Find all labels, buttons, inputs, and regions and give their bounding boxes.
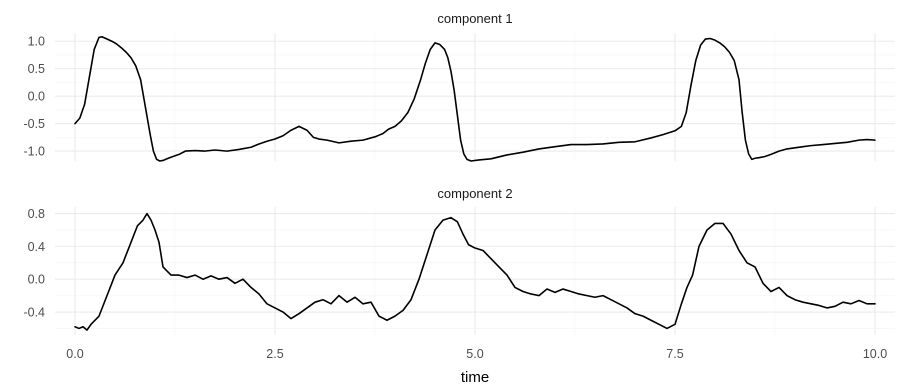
y-tick-label: -0.4: [23, 306, 45, 320]
grid: [55, 33, 895, 161]
x-tick-label: 5.0: [466, 347, 483, 361]
x-tick-label: 2.5: [266, 347, 283, 361]
x-axis: 0.0 2.5 5.0 7.5 10.0: [66, 347, 887, 361]
y-tick-label: 0.5: [28, 62, 45, 76]
y-tick-label: 0.0: [28, 90, 45, 104]
x-tick-label: 0.0: [66, 347, 83, 361]
grid: [55, 207, 895, 335]
series-line: [74, 36, 876, 162]
y-tick-label: 0.0: [28, 273, 45, 287]
y-tick-label: 0.4: [28, 240, 45, 254]
panel-title: component 2: [437, 186, 512, 201]
y-axis: -1.0 -0.5 0.0 0.5 1.0: [23, 35, 45, 159]
panel-title: component 1: [437, 11, 512, 26]
series-line: [74, 212, 876, 331]
x-axis-title: time: [461, 369, 489, 386]
y-tick-label: -1.0: [23, 145, 45, 159]
x-tick-label: 7.5: [666, 347, 683, 361]
panel-component-1: component 1 -1.0 -0.5 0.0 0.5 1.0: [23, 11, 895, 162]
y-tick-label: 1.0: [28, 35, 45, 49]
y-tick-label: -0.5: [23, 117, 45, 131]
y-axis: -0.4 0.0 0.4 0.8: [23, 207, 45, 319]
y-tick-label: 0.8: [28, 207, 45, 221]
x-tick-label: 10.0: [863, 347, 887, 361]
panel-component-2: component 2 -0.4 0.0 0.4 0.8 0.0 2.5 5.0 7.5 10.…: [23, 186, 895, 361]
